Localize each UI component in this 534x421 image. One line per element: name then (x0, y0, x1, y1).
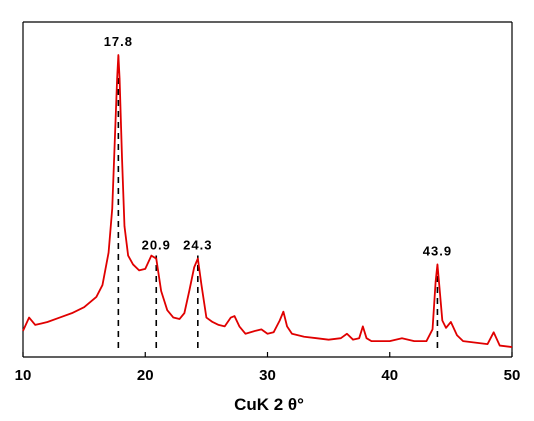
peak-markers (117, 52, 439, 348)
peak-label-20.9: 20.9 (142, 238, 171, 253)
series-line-0 (22, 54, 513, 348)
x-ticks (22, 352, 513, 357)
plot-frame (22, 21, 513, 358)
x-tick-label-40: 40 (381, 367, 398, 384)
x-tick-label-20: 20 (137, 367, 154, 384)
series-layer (22, 54, 513, 348)
x-tick-label-30: 30 (259, 367, 276, 384)
x-tick-label-50: 50 (504, 367, 521, 384)
x-tick-label-10: 10 (15, 367, 32, 384)
peak-labels: 17.8 20.9 24.3 43.9 (104, 34, 452, 258)
peak-label-24.3: 24.3 (183, 238, 212, 253)
x-tick-labels: 10 20 30 40 50 (15, 367, 521, 384)
peak-label-43.9: 43.9 (423, 243, 452, 258)
peak-label-17.8: 17.8 (104, 34, 133, 49)
x-axis-title: CuK 2 θ° (234, 395, 304, 414)
